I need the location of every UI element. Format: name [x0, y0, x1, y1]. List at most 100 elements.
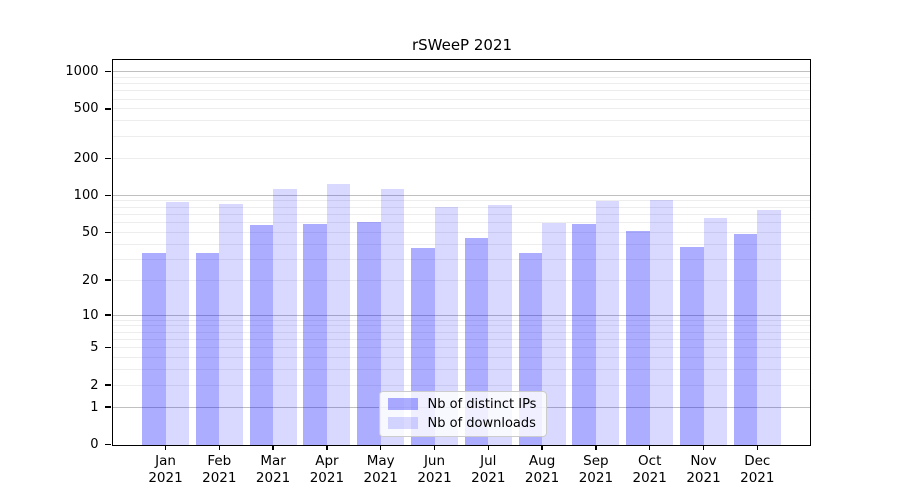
gridline-minor	[112, 222, 810, 224]
gridline-minor	[112, 231, 810, 233]
gridline-minor	[112, 347, 810, 349]
x-tick	[541, 444, 543, 450]
bar-downloads-nov	[703, 218, 727, 445]
gridline-major	[112, 314, 810, 316]
y-tick-label: 2	[90, 377, 99, 393]
bar-distinct-ips-jan	[142, 252, 166, 445]
x-tick-label: Dec 2021	[740, 452, 775, 486]
bar-downloads-oct	[649, 200, 674, 445]
gridline-minor	[112, 157, 810, 159]
gridline-minor	[112, 98, 810, 100]
gridline-minor	[112, 206, 810, 208]
bar-downloads-jun	[434, 207, 458, 445]
bar-downloads-aug	[542, 222, 566, 445]
x-tick	[756, 444, 758, 450]
x-tick-label: Feb 2021	[202, 452, 237, 486]
gridline-minor	[112, 357, 810, 359]
y-tick	[105, 279, 111, 281]
y-tick-label: 20	[81, 272, 99, 288]
bar-distinct-ips-dec	[733, 234, 758, 445]
x-tick	[649, 444, 651, 450]
bar-downloads-sep	[595, 200, 620, 445]
y-tick	[105, 70, 111, 73]
legend-swatch-downloads	[387, 417, 418, 429]
y-tick	[105, 443, 111, 446]
y-tick	[105, 347, 111, 349]
y-tick-label: 500	[73, 101, 99, 117]
y-tick	[105, 108, 111, 110]
x-tick-label: Sep 2021	[578, 452, 614, 486]
y-tick	[105, 194, 111, 197]
gridline-minor	[112, 331, 810, 333]
bar-distinct-ips-feb	[195, 252, 220, 445]
gridline-minor	[112, 325, 810, 327]
bar-distinct-ips-may	[357, 221, 381, 445]
y-tick-label: 50	[81, 224, 99, 240]
x-tick	[433, 444, 436, 450]
x-tick	[326, 444, 328, 450]
y-tick-label: 0	[90, 437, 99, 452]
bar-distinct-ips-oct	[626, 231, 650, 445]
x-tick	[164, 444, 167, 450]
gridline-minor	[112, 135, 810, 137]
y-tick-label: 1	[90, 399, 99, 415]
x-tick	[218, 444, 220, 450]
gridline-minor	[112, 90, 810, 92]
y-tick-label: 5	[90, 340, 99, 356]
x-tick-label: Aug 2021	[524, 452, 560, 486]
bar-distinct-ips-sep	[572, 224, 596, 445]
y-tick-label: 1000	[65, 64, 99, 80]
y-tick	[105, 231, 111, 233]
x-tick-label: Mar 2021	[255, 452, 291, 486]
gridline-minor	[112, 384, 810, 386]
bar-distinct-ips-apr	[303, 224, 327, 445]
gridline-major	[112, 194, 810, 196]
y-tick-label: 100	[73, 187, 99, 203]
legend-label-downloads: Nb of downloads	[427, 415, 536, 431]
gridline-minor	[112, 213, 810, 215]
bar-downloads-feb	[219, 204, 243, 445]
x-tick-label: Nov 2021	[686, 452, 721, 486]
y-tick	[105, 314, 111, 316]
bar-distinct-ips-nov	[680, 246, 704, 445]
x-tick-label: May 2021	[363, 452, 398, 486]
gridline-minor	[112, 108, 810, 110]
y-tick-label: 200	[73, 150, 99, 166]
bar-downloads-dec	[757, 210, 781, 445]
x-tick-label: Oct 2021	[632, 452, 667, 486]
x-tick	[487, 444, 489, 450]
x-tick-label: Jul 2021	[471, 452, 506, 486]
bar-distinct-ips-mar	[249, 225, 274, 445]
legend-swatch-distinct-ips	[387, 398, 418, 410]
gridline-minor	[112, 279, 810, 281]
gridline-minor	[112, 258, 810, 260]
x-tick-label: Jun 2021	[417, 452, 452, 486]
chart-title: rSWeeP 2021	[411, 36, 513, 54]
x-tick	[272, 444, 274, 450]
gridline-minor	[112, 200, 810, 202]
bar-downloads-may	[380, 189, 405, 445]
y-tick	[105, 406, 111, 408]
y-tick	[105, 157, 111, 159]
gridline-minor	[112, 369, 810, 371]
gridline-minor	[112, 338, 810, 340]
legend-item-downloads: Nb of downloads	[387, 415, 538, 431]
bar-downloads-apr	[326, 184, 351, 445]
x-tick-label: Apr 2021	[309, 452, 345, 486]
gridline-minor	[112, 243, 810, 245]
bar-downloads-mar	[273, 189, 297, 445]
y-tick-label: 10	[81, 307, 99, 323]
gridline-major	[112, 71, 810, 73]
gridline-minor	[112, 319, 810, 321]
legend-item-distinct-ips: Nb of distinct IPs	[387, 397, 538, 412]
gridline-minor	[112, 76, 810, 78]
x-tick-label: Jan 2021	[148, 452, 183, 486]
x-tick	[380, 444, 382, 450]
plot-area: 1000 500 200 100 50 20 10 5 2 1 0 Jan 2021 Feb 2021 Mar…	[65, 58, 811, 486]
x-tick	[702, 444, 705, 450]
bar-downloads-jan	[165, 201, 189, 445]
legend: Nb of distinct IPs Nb of downloads	[378, 390, 547, 437]
x-tick	[595, 444, 597, 450]
bar-downloads-jul	[488, 205, 512, 445]
